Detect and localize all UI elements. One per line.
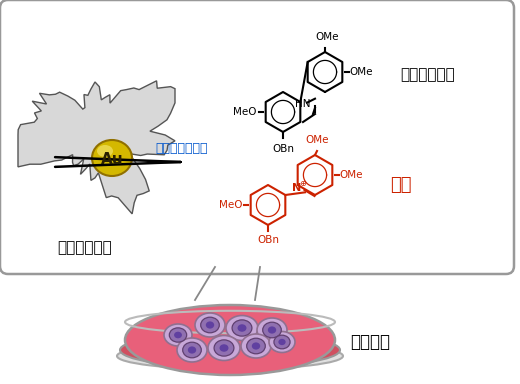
Ellipse shape [268,326,276,334]
Ellipse shape [164,324,192,346]
Ellipse shape [219,344,228,352]
Text: ⊕: ⊕ [299,179,306,189]
Text: OMe: OMe [339,170,362,180]
Ellipse shape [263,322,281,338]
Text: OBn: OBn [272,144,294,154]
Text: N: N [292,183,301,193]
Text: OBn: OBn [257,235,279,245]
Ellipse shape [232,320,252,336]
Ellipse shape [174,332,182,338]
Ellipse shape [252,343,260,349]
FancyBboxPatch shape [0,0,514,274]
Ellipse shape [238,324,246,332]
Text: MeO: MeO [233,107,257,117]
Text: MeO: MeO [218,200,242,210]
Ellipse shape [177,338,207,362]
Ellipse shape [188,346,196,354]
Ellipse shape [120,333,340,367]
Text: HN: HN [295,99,310,109]
Ellipse shape [274,335,290,349]
Polygon shape [18,81,175,214]
Text: OMe: OMe [349,67,372,77]
Ellipse shape [278,339,285,345]
Ellipse shape [208,336,240,361]
Text: Au: Au [101,152,123,167]
Text: がん細胞: がん細胞 [350,333,390,351]
Ellipse shape [269,331,295,353]
Text: 薬剤: 薬剤 [390,176,411,194]
Ellipse shape [201,317,219,333]
Text: 人工金属酵素: 人工金属酵素 [58,240,112,255]
Ellipse shape [92,140,132,176]
Ellipse shape [117,343,343,369]
Ellipse shape [125,305,335,375]
Ellipse shape [206,321,214,329]
Ellipse shape [241,334,271,358]
Ellipse shape [183,342,201,358]
Text: OMe: OMe [315,32,339,42]
Ellipse shape [257,318,287,342]
Text: OMe: OMe [305,135,329,145]
Text: プロドラッグ: プロドラッグ [400,68,455,83]
Ellipse shape [214,340,234,356]
Text: ヒドロアミノ化: ヒドロアミノ化 [156,141,208,154]
Ellipse shape [97,145,113,157]
Ellipse shape [195,313,225,337]
Ellipse shape [246,338,265,354]
Ellipse shape [226,316,258,341]
Ellipse shape [170,328,187,342]
